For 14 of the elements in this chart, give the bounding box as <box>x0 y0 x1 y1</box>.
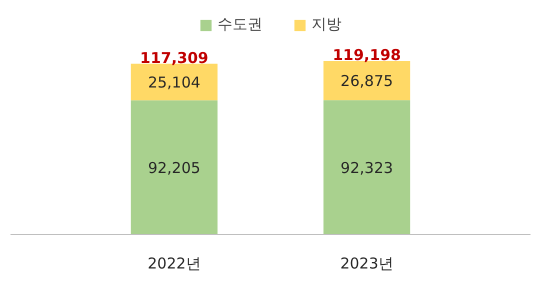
total-label: 119,198 <box>332 46 401 64</box>
legend-label: 수도권 <box>218 15 262 34</box>
x-tick-label: 2022년 <box>148 254 201 272</box>
x-tick-label: 2023년 <box>340 254 394 272</box>
legend-label: 지방 <box>312 15 342 34</box>
total-label: 117,309 <box>140 48 208 67</box>
bar <box>323 100 410 234</box>
bar <box>130 100 218 234</box>
data-label: 25,104 <box>148 74 200 92</box>
data-label: 26,875 <box>340 72 394 90</box>
data-label: 92,323 <box>340 158 394 177</box>
bar <box>130 64 218 100</box>
data-label: 92,205 <box>148 158 200 177</box>
bar <box>323 61 410 100</box>
